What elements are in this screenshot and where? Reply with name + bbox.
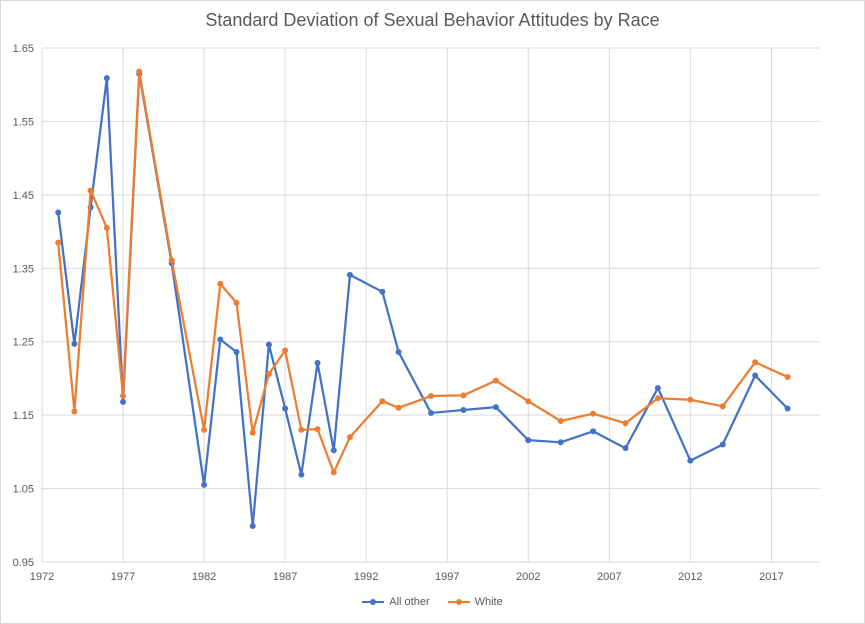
series-1-point [752, 359, 759, 366]
y-tick-label: 1.65 [13, 43, 34, 55]
series-1-point [379, 398, 386, 405]
series-0-point [428, 409, 434, 416]
series-1-point [120, 393, 127, 400]
series-1-point [71, 408, 78, 415]
x-tick-label: 2017 [759, 571, 783, 583]
series-0-point [217, 336, 224, 343]
series-1-point [654, 395, 661, 402]
series-0-point [557, 439, 564, 446]
series-0-point [330, 447, 337, 454]
gridlines [41, 47, 820, 563]
x-tick-label: 1977 [111, 571, 135, 583]
x-tick-label: 2002 [516, 571, 540, 583]
x-tick-label: 1987 [273, 571, 297, 583]
x-tick-label: 1972 [30, 571, 54, 583]
series-line-0 [57, 72, 789, 528]
series-line-1 [57, 70, 789, 474]
series-1-point [103, 224, 110, 231]
series-1-point [265, 371, 272, 378]
series-0-point [71, 340, 78, 347]
series-0-point [719, 441, 726, 448]
series-0-point [346, 271, 353, 278]
series-0-point [460, 407, 467, 414]
x-tick-label: 1982 [192, 571, 216, 583]
series-1-point [622, 420, 629, 427]
series-0-point [103, 75, 110, 82]
series-0-point [379, 288, 386, 295]
y-tick-label: 1.05 [13, 484, 34, 496]
series-1-point [168, 257, 175, 264]
y-tick-label: 1.55 [13, 116, 34, 128]
x-tick-label: 2012 [678, 571, 702, 583]
series-0-point [395, 348, 402, 355]
series-lines [55, 68, 791, 530]
legend-swatch [362, 597, 385, 607]
series-1-point [136, 68, 143, 75]
series-1-point [346, 434, 353, 441]
series-1-point [557, 418, 564, 425]
y-tick-label: 0.95 [13, 557, 34, 569]
series-1-point [87, 187, 94, 194]
chart-title: Standard Deviation of Sexual Behavior At… [205, 10, 660, 30]
series-0-point [265, 341, 272, 348]
series-1-point [314, 426, 321, 433]
legend: All other White [0, 596, 865, 608]
series-1-point [55, 239, 62, 246]
series-0-point [120, 398, 127, 405]
series-0-point [752, 372, 759, 379]
tick-labels: 0.95 1.05 1.15 1.25 1.35 1.45 1.55 1.65 1972 1977… [13, 43, 784, 583]
series-0-point [201, 481, 208, 488]
series-1-point [460, 392, 467, 399]
series-1-point [282, 347, 289, 354]
y-tick-label: 1.15 [13, 410, 34, 422]
series-1-point [719, 403, 726, 410]
series-0-point [298, 471, 305, 478]
legend-item-0: All other [362, 596, 430, 608]
series-0-point [654, 384, 661, 391]
series-1-point [428, 393, 434, 400]
series-0-point [282, 405, 289, 412]
series-1-point [249, 429, 256, 436]
series-1-point [492, 377, 499, 384]
series-1-point [395, 404, 402, 411]
legend-label: White [474, 596, 503, 608]
y-tick-label: 1.45 [13, 190, 34, 202]
series-1-point [784, 373, 791, 380]
series-1-point [590, 410, 597, 417]
series-0-point [590, 428, 597, 435]
y-tick-label: 1.25 [13, 337, 34, 349]
series-0-point [622, 445, 629, 452]
series-1-point [525, 398, 532, 405]
series-0-point [314, 360, 321, 367]
series-0-point [249, 523, 256, 530]
series-0-point [55, 209, 62, 216]
series-0-point [784, 405, 791, 412]
series-1-point [217, 280, 224, 287]
series-1-point [330, 469, 337, 476]
y-tick-label: 1.35 [13, 263, 34, 275]
legend-swatch [447, 597, 470, 607]
series-0-point [492, 404, 499, 411]
series-0-point [525, 437, 532, 444]
legend-item-1: White [447, 596, 503, 608]
series-0-point [233, 348, 240, 355]
x-tick-label: 1992 [354, 571, 378, 583]
series-1-point [233, 299, 240, 306]
series-1-point [687, 396, 694, 403]
series-1-point [201, 426, 208, 433]
x-tick-label: 1997 [435, 571, 459, 583]
series-0-point [687, 457, 694, 464]
series-1-point [298, 426, 305, 433]
x-tick-label: 2007 [597, 571, 621, 583]
legend-label: All other [389, 596, 430, 608]
